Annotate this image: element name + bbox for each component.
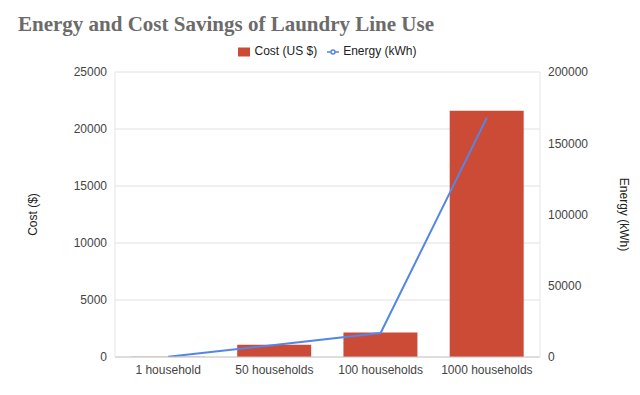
html-text:Cost (US $): Cost (US $) [254, 44, 318, 58]
svg-text:100000: 100000 [548, 208, 588, 222]
svg-text:1 household: 1 household [135, 363, 200, 377]
svg-text:150000: 150000 [548, 137, 588, 151]
svg-text:20000: 20000 [74, 122, 108, 136]
html-text:Energy (kWh): Energy (kWh) [343, 44, 417, 58]
svg-text:25000: 25000 [74, 65, 108, 79]
svg-text:1000 households: 1000 households [441, 363, 532, 377]
svg-text:0: 0 [548, 350, 555, 364]
svg-text:50 households: 50 households [235, 363, 313, 377]
svg-text:Energy (kWh): Energy (kWh) [617, 178, 631, 251]
svg-text:200000: 200000 [548, 65, 588, 79]
svg-text:0: 0 [100, 350, 107, 364]
html-text:Energy and Cost Savings of Lau: Energy and Cost Savings of Laundry Line … [18, 12, 434, 36]
svg-text:100 households: 100 households [338, 363, 423, 377]
svg-text:5000: 5000 [80, 293, 107, 307]
svg-text:15000: 15000 [74, 179, 108, 193]
svg-text:10000: 10000 [74, 236, 108, 250]
svg-text:Cost ($): Cost ($) [26, 193, 40, 236]
svg-text:50000: 50000 [548, 279, 582, 293]
